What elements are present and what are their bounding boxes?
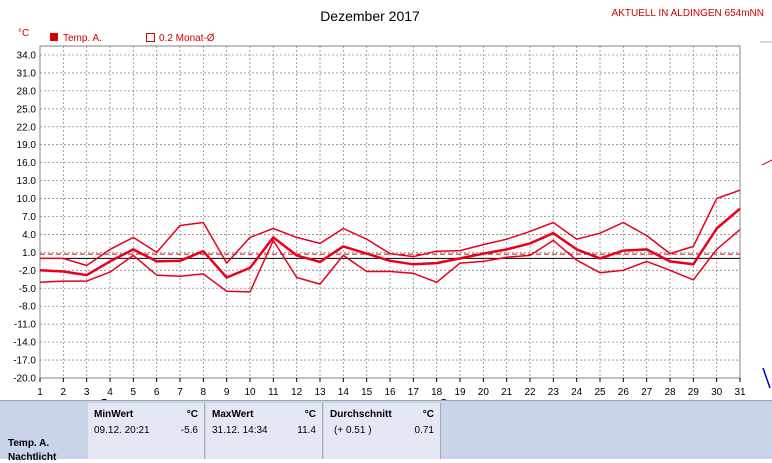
y-tick-label: -2.0 [19,266,37,277]
x-tick-label: 16 [384,387,396,398]
max-title: MaxWert [212,409,254,420]
x-tick-label: 12 [291,387,303,398]
avg-unit: °C [422,409,434,420]
y-tick-label: 1.0 [22,248,36,259]
y-tick-label: -20.0 [13,374,36,385]
x-tick-label: 5 [131,387,137,398]
y-tick-label: 22.0 [17,122,37,133]
series-line-mean [39,207,741,279]
x-tick-label: 7 [177,387,183,398]
y-tick-label: 25.0 [17,104,37,115]
max-cell: MaxWert °C 31.12. 14:34 11.4 [206,403,323,459]
x-tick-label: 9 [224,387,230,398]
x-tick-label: 4 [107,387,113,398]
max-time: 31.12. 14:34 [212,425,268,436]
temperature-chart: Dezember 2017 AKTUELL IN ALDINGEN 654mNN… [13,8,772,400]
chart-title: Dezember 2017 [320,8,420,24]
stats-row-label: Temp. A. [8,438,50,449]
y-tick-label: 34.0 [17,50,37,61]
min-time: 09.12. 20:21 [94,425,150,436]
x-tick-label: 11 [268,387,279,398]
legend-swatch-temp [50,33,58,41]
avg-delta: (+ 0.51 ) [334,425,372,436]
avg-cell: Durchschnitt °C (+ 0.51 ) 0.71 [324,403,441,459]
x-tick-label: 21 [501,387,513,398]
x-tick-label: 22 [524,387,536,398]
y-tick-label: -11.0 [14,320,36,331]
station-label: AKTUELL IN ALDINGEN 654mNN [612,8,764,19]
legend-label-monthly-avg: 0.2 Monat-Ø [159,33,215,44]
new-moon-icon [440,399,447,400]
max-value: 11.4 [297,425,316,436]
y-tick-label: -8.0 [19,302,37,313]
y-tick-label: 7.0 [22,212,36,223]
min-unit: °C [186,409,198,420]
stats-panel: Temp. A. Nachtlicht MinWert °C 09.12. 20… [0,400,772,463]
y-tick-label: -5.0 [19,284,37,295]
x-tick-label: 20 [478,387,490,398]
x-tick-label: 13 [314,387,326,398]
x-tick-label: 26 [618,387,630,398]
x-tick-label: 8 [201,387,207,398]
series-line-min [39,229,741,293]
x-tick-label: 1 [37,387,43,398]
y-tick-label: -17.0 [13,356,36,367]
max-unit: °C [304,409,316,420]
x-tick-label: 6 [154,387,160,398]
y-tick-label: 28.0 [17,86,37,97]
y-tick-label: 13.0 [17,176,37,187]
legend-label-temp: Temp. A. [63,33,102,44]
x-tick-label: 24 [571,387,583,398]
x-tick-label: 15 [361,387,373,398]
y-tick-label: 19.0 [17,140,37,151]
min-cell: MinWert °C 09.12. 20:21 -5.6 [88,403,205,459]
x-tick-label: 23 [548,387,560,398]
x-tick-label: 27 [641,387,653,398]
x-tick-label: 25 [594,387,606,398]
x-tick-label: 2 [61,387,67,398]
y-tick-label: 4.0 [22,230,36,241]
unit-label: °C [18,28,29,39]
x-tick-label: 3 [84,387,90,398]
y-tick-label: 31.0 [17,68,37,79]
side-gauge-needle [762,367,771,389]
legend-swatch-monthly-avg [146,33,155,42]
y-tick-label: 10.0 [17,194,37,205]
x-tick-label: 14 [338,387,350,398]
side-gauge-marker [761,159,772,166]
x-tick-label: 17 [408,387,420,398]
x-tick-label: 10 [244,387,256,398]
avg-value: 0.71 [414,425,434,436]
x-tick-label: 29 [688,387,700,398]
min-title: MinWert [94,409,134,420]
min-value: -5.6 [180,425,198,436]
x-tick-label: 18 [431,387,443,398]
x-tick-label: 28 [664,387,676,398]
full-moon-icon [101,398,108,400]
avg-title: Durchschnitt [330,409,392,420]
series-line-max [40,189,741,267]
y-tick-label: 16.0 [17,158,37,169]
x-tick-label: 30 [711,387,723,398]
x-tick-label: 19 [454,387,466,398]
y-tick-label: -14.0 [13,338,36,349]
x-tick-label: 31 [734,387,746,398]
